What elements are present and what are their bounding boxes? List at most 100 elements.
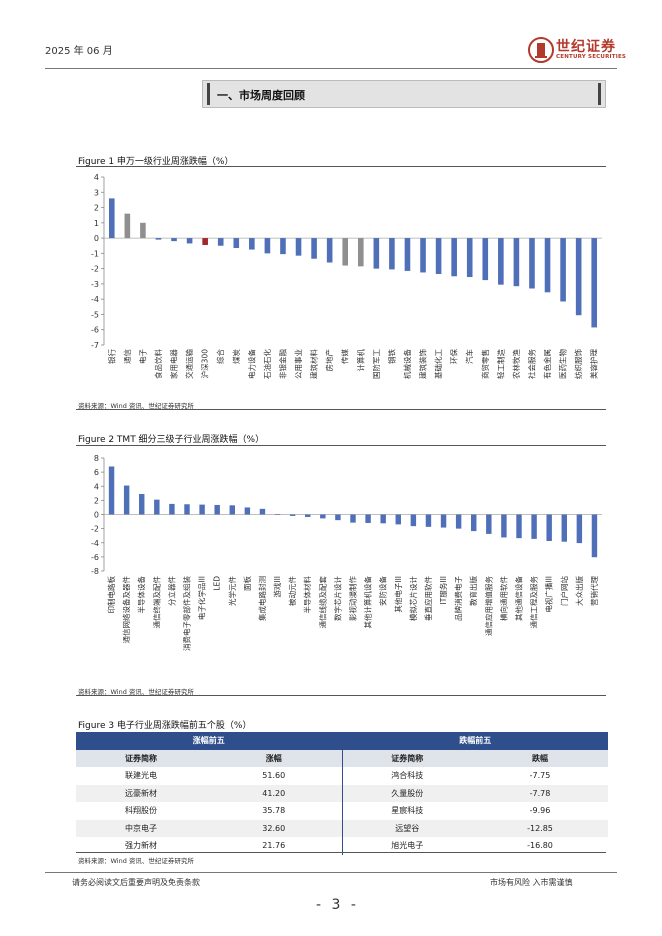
x-tick-label: 面板 <box>242 576 252 591</box>
x-tick-label: 轻工制造 <box>495 349 505 379</box>
x-tick-label: 石油石化 <box>262 349 272 379</box>
bar-数字芯片设计 <box>335 514 341 521</box>
bar-半导体材料 <box>305 514 311 517</box>
x-tick-label: 通信线缆及配套 <box>317 576 327 629</box>
down-value: -9.96 <box>529 806 551 816</box>
group-up-header: 涨幅前五 <box>76 732 343 750</box>
y-tick-label: 3 <box>94 188 99 197</box>
company-logo: 世纪证券 CENTURY SECURITIES <box>528 36 634 64</box>
up-value: 51.60 <box>206 767 343 785</box>
x-tick-label: 其他通信设备 <box>514 576 524 621</box>
x-tick-label: 教育出版 <box>468 576 478 606</box>
bar-电视广播III <box>546 514 552 541</box>
x-tick-label: 电子化学品III <box>197 576 207 620</box>
bar-通信网络设备及器件 <box>123 485 130 515</box>
bar-门户网站 <box>561 514 567 542</box>
bar-煤炭 <box>233 238 240 249</box>
bar-其他计算机设备 <box>365 514 371 523</box>
bar-安防设备 <box>380 514 386 524</box>
bar-消费电子零部件及组装 <box>184 504 190 515</box>
figure3-bottom-rule <box>76 852 606 853</box>
table-row: 联建光电 51.60 鸿合科技 -7.75 <box>76 767 608 785</box>
y-tick-label: -7 <box>91 341 99 350</box>
bar-通信 <box>124 213 131 239</box>
figure3-title: Figure 3 电子行业周涨跌幅前五个股（%） <box>78 721 252 731</box>
bar-汽车 <box>466 238 473 278</box>
x-tick-label: 煤炭 <box>231 349 241 364</box>
x-tick-label: 电子 <box>137 349 147 364</box>
x-tick-label: 环保 <box>450 349 459 364</box>
bar-垂直应用软件 <box>425 514 432 527</box>
footer-divider <box>45 872 617 873</box>
x-tick-label: 游戏III <box>272 576 282 598</box>
x-tick-label: 印制电路板 <box>106 576 116 614</box>
x-tick-label: 农林牧渔 <box>511 349 521 379</box>
x-tick-label: 大众出版 <box>574 576 584 606</box>
down-value: -16.80 <box>527 841 553 851</box>
logo-text-en: CENTURY SECURITIES <box>556 54 627 60</box>
y-tick-label: -8 <box>91 567 99 576</box>
bar-光学元件 <box>229 505 235 515</box>
x-tick-label: 建筑材料 <box>309 349 319 379</box>
col-down-value: 跌幅 <box>472 749 608 767</box>
bar-品牌消费电子 <box>455 514 462 529</box>
bar-游戏III <box>274 514 281 515</box>
table-row: 远豪新材 41.20 久量股份 -7.78 <box>76 784 608 802</box>
bar-营销代理 <box>591 514 598 558</box>
bar-传媒 <box>342 238 349 266</box>
up-name: 远豪新材 <box>76 784 206 802</box>
x-tick-label: 通信网络设备及器件 <box>121 576 131 644</box>
figure2-chart: 8 6 4 2 0 -2 -4 -6 -8 印制电路板 通信网络设备及器件 半导体设备 通信终端及配件分… <box>91 454 602 651</box>
x-tick-label: 交通运输 <box>184 349 194 379</box>
x-tick-label: 银行 <box>106 349 116 364</box>
bar-建筑装饰 <box>420 238 426 273</box>
table-column-header: 证券简称 涨幅 证券简称 跌幅 <box>76 749 608 767</box>
y-tick-label: 0 <box>94 234 99 243</box>
bar-教育出版 <box>471 514 477 532</box>
section-title-box: 一、市场周度回顾 <box>202 80 606 108</box>
figure1-source: 资料来源：Wind 资讯、世纪证券研究所 <box>78 402 194 410</box>
bar-银行 <box>108 198 115 239</box>
x-tick-label: 国防军工 <box>371 349 381 379</box>
y-tick-label: -2 <box>91 525 99 534</box>
x-tick-label: 综合 <box>215 349 225 364</box>
bar-半导体设备 <box>139 494 145 515</box>
x-tick-label: 门户网站 <box>559 576 569 606</box>
down-value: -12.85 <box>472 819 608 837</box>
bar-通信应用增值服务 <box>486 514 492 534</box>
section-bar-left <box>207 83 210 105</box>
down-value: -7.78 <box>472 784 608 802</box>
footer-disclaimer: 请务必阅读文后重要声明及免责条款 <box>72 878 200 887</box>
x-tick-label: 电视广播III <box>544 576 554 613</box>
y-tick-label: 6 <box>94 468 99 477</box>
bar-基础化工 <box>435 238 442 274</box>
bar-商贸零售 <box>482 238 489 281</box>
footer-risk-note: 市场有风险 入市需谨慎 <box>490 878 573 887</box>
bar-农林牧渔 <box>513 238 520 287</box>
bar-纺织服饰 <box>575 238 582 316</box>
y-tick-label: -4 <box>91 295 99 304</box>
y-tick-label: -1 <box>91 249 99 258</box>
bar-非银金融 <box>280 238 286 255</box>
bar-电子化学品III <box>199 504 205 515</box>
bar-集成电路封测 <box>259 508 266 515</box>
y-tick-label: -6 <box>91 553 99 562</box>
x-tick-label: 模拟芯片设计 <box>408 576 418 621</box>
bar-有色金属 <box>544 238 551 293</box>
x-tick-label: 其他电子III <box>393 576 403 613</box>
bar-沪深300 <box>202 238 208 245</box>
up-value: 32.60 <box>206 819 343 837</box>
table-row: 强力新材 21.76 旭光电子 -16.80 <box>76 837 608 855</box>
table-row: 科翔股份 35.78 星宸科技 -9.96 <box>76 802 608 820</box>
table-row: 中京电子 32.60 远望谷 -12.85 <box>76 819 608 837</box>
section-title: 一、市场周度回顾 <box>217 89 305 102</box>
group-down-header: 跌幅前五 <box>342 732 608 750</box>
figure2-source: 资料来源：Wind 资讯、世纪证券研究所 <box>78 688 194 696</box>
bar-医药生物 <box>560 238 566 302</box>
y-tick-label: 4 <box>94 482 99 491</box>
x-tick-label: 集成电路封测 <box>257 576 267 621</box>
bar-电子 <box>140 222 146 239</box>
bar-机械设备 <box>404 238 411 271</box>
bar-家用电器 <box>171 238 177 242</box>
bar-社会服务 <box>529 238 535 289</box>
